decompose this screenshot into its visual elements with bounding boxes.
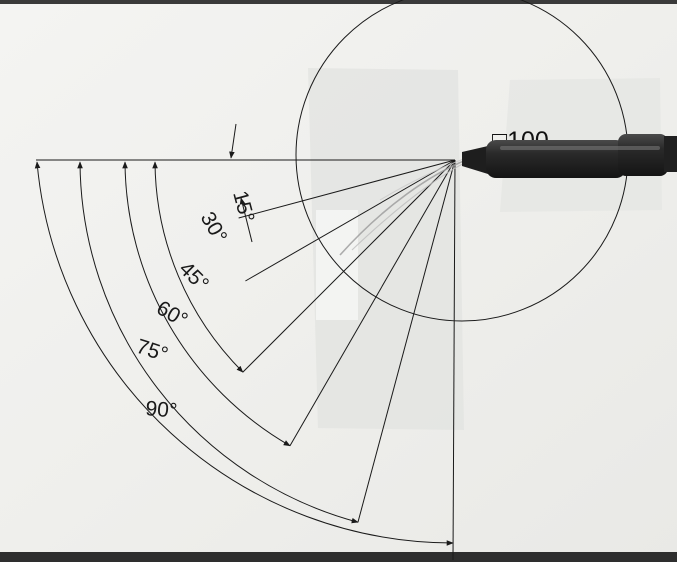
photo-bottom-border [0,552,677,562]
cable-ferrule [486,140,626,178]
cable-sleeve [618,134,668,176]
tape-glare [316,210,358,320]
small-arrow-top [229,123,237,159]
fiber-strand [351,161,467,251]
angle-label-90: 90° [145,397,179,423]
fiber-strand [339,159,467,256]
cable-tip [462,146,488,174]
angle-arc-90 [34,161,454,546]
angle-arcs [34,161,454,546]
fiber-strands [339,157,467,256]
fiber-strand [379,157,467,201]
cable-highlight [500,146,660,150]
small-arrow-bottom [239,197,253,243]
photo-top-border [0,0,677,4]
cable-tail [664,136,677,172]
small-angle-arrows [229,123,253,243]
fiber-cable [462,134,677,178]
